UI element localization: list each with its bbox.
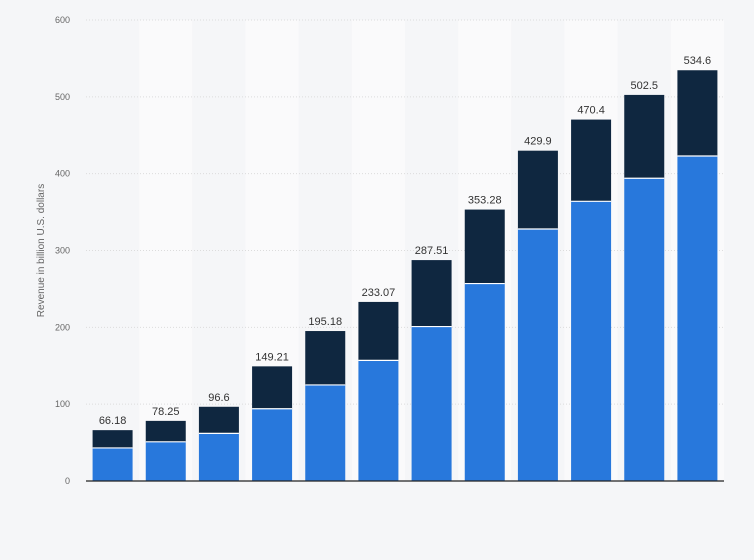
bar-segment-upper <box>252 366 293 409</box>
bar-segment-lower <box>252 408 293 481</box>
y-axis-title: Revenue in billion U.S. dollars <box>36 184 47 317</box>
y-tick-label: 0 <box>65 476 70 486</box>
bar-segment-lower <box>305 384 346 481</box>
y-tick-label: 100 <box>55 399 70 409</box>
bar-segment-upper <box>305 331 346 385</box>
bar-segment-upper <box>624 94 665 179</box>
bar-segment-upper <box>411 260 452 327</box>
bar-segment-upper <box>92 430 133 448</box>
bar-total-label: 534.6 <box>684 55 712 67</box>
bar-total-label: 429.9 <box>524 136 552 148</box>
bar-segment-lower <box>411 326 452 481</box>
bar-total-label: 66.18 <box>99 415 127 427</box>
bar-segment-lower <box>571 201 612 481</box>
bar-total-label: 353.28 <box>468 195 502 207</box>
bar-segment-upper <box>677 70 718 156</box>
bar-segment-lower <box>358 360 399 481</box>
bar-total-label: 287.51 <box>415 245 449 257</box>
bar-segment-lower <box>517 228 558 481</box>
bar-total-label: 195.18 <box>308 316 342 328</box>
bar-segment-upper <box>198 406 239 434</box>
bar-segment-upper <box>464 209 505 284</box>
column-band <box>139 20 193 481</box>
y-tick-label: 500 <box>55 92 70 102</box>
bar-total-label: 78.25 <box>152 406 180 418</box>
bar-segment-lower <box>92 447 133 481</box>
bar-total-label: 233.07 <box>362 287 396 299</box>
bar-segment-lower <box>464 283 505 481</box>
bar-total-label: 149.21 <box>255 351 289 363</box>
bar-segment-lower <box>677 155 718 481</box>
bar-total-label: 470.4 <box>577 105 605 117</box>
y-tick-label: 300 <box>55 246 70 256</box>
bar-segment-upper <box>358 301 399 361</box>
bar-segment-upper <box>517 150 558 229</box>
bar-segment-lower <box>145 441 186 481</box>
gridlines <box>86 19 724 405</box>
bar-segment-upper <box>145 420 186 442</box>
bars <box>92 70 718 481</box>
column-band <box>86 20 140 481</box>
bar-segment-lower <box>624 178 665 481</box>
y-tick-label: 400 <box>55 169 70 179</box>
bar-total-label: 96.6 <box>208 392 229 404</box>
y-tick-label: 600 <box>55 15 70 25</box>
data-labels: 66.18 78.25 96.6 149.21 195.18 233.07 287.51 35… <box>99 55 711 427</box>
y-axis-ticks: 0 100 200 300 400 500 600 <box>55 15 70 486</box>
bar-segment-upper <box>571 119 612 202</box>
y-tick-label: 200 <box>55 322 70 332</box>
bar-total-label: 502.5 <box>630 80 658 92</box>
bar-segment-lower <box>198 433 239 481</box>
